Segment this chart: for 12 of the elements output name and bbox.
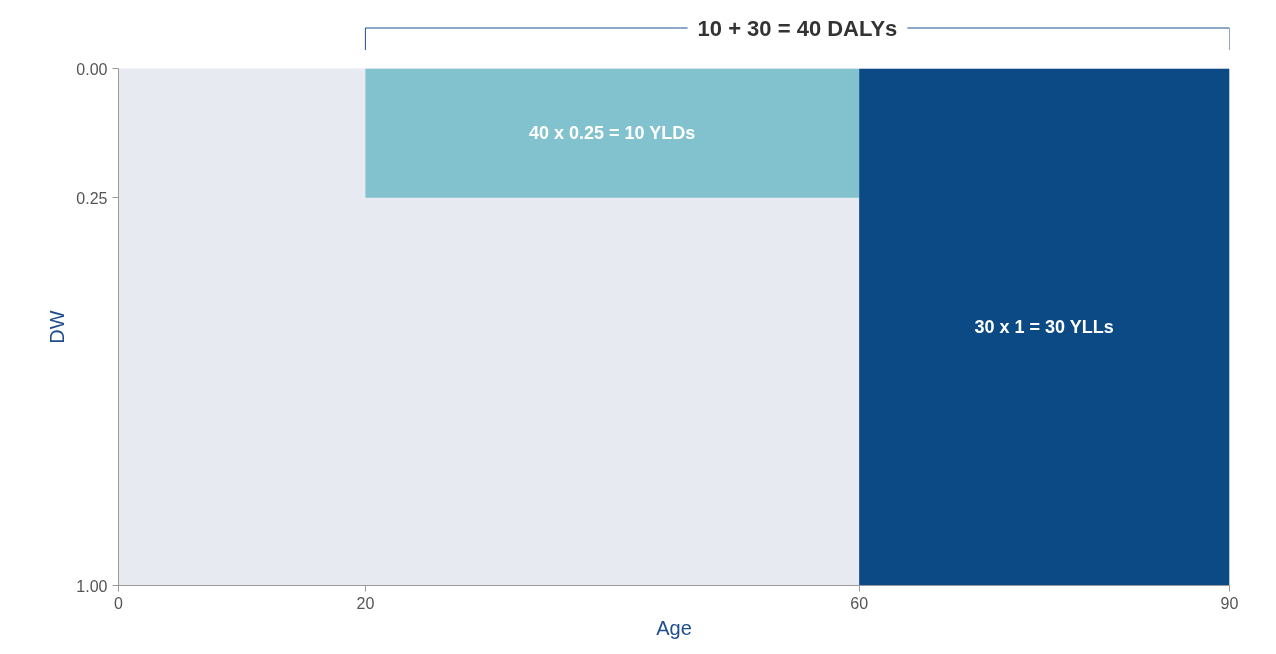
y-tick-label: 0.25 <box>76 189 108 207</box>
y-tick-label: 1.00 <box>76 577 108 595</box>
y-tick-label: 0.00 <box>76 60 108 78</box>
annotation: 40 x 0.25 = 10 YLDs <box>528 123 696 144</box>
x-axis-title: Age <box>656 616 692 639</box>
chart-title: 10 + 30 = 40 DALYs <box>697 15 898 41</box>
x-tick-label: 20 <box>356 594 375 612</box>
x-tick-label: 0 <box>114 594 124 612</box>
y-axis-title: DW <box>46 310 69 344</box>
x-tick-label: 60 <box>850 594 869 612</box>
x-tick-label: 90 <box>1220 594 1239 612</box>
annotation: 30 x 1 = 30 YLLs <box>974 317 1114 337</box>
